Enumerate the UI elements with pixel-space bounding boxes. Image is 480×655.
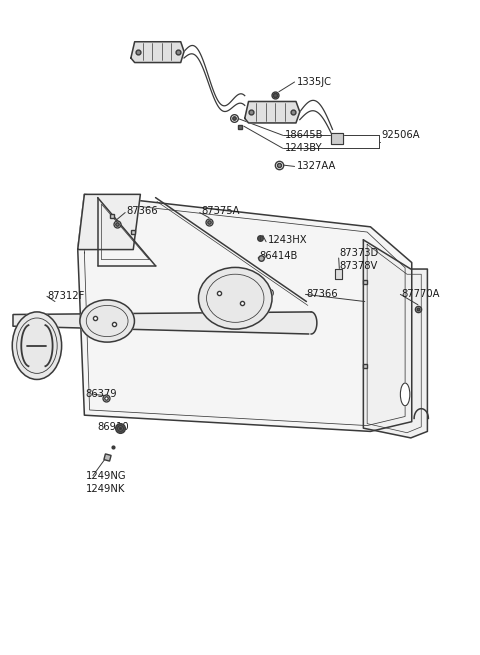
Text: 87373D: 87373D (340, 248, 379, 259)
Polygon shape (335, 269, 342, 279)
Text: 86379: 86379 (86, 389, 118, 400)
Text: 1335JC: 1335JC (297, 77, 332, 87)
Text: 87375A: 87375A (201, 206, 240, 215)
Text: 1249NG: 1249NG (86, 470, 126, 481)
Polygon shape (78, 195, 412, 432)
Text: 86414B: 86414B (259, 251, 297, 261)
Ellipse shape (400, 383, 410, 405)
Polygon shape (78, 195, 140, 250)
Text: 87378V: 87378V (340, 261, 378, 271)
Text: 1243BY: 1243BY (285, 143, 323, 153)
Text: 18645B: 18645B (285, 130, 324, 140)
Text: 1249NK: 1249NK (86, 483, 125, 494)
Circle shape (12, 312, 61, 379)
Text: 86910: 86910 (97, 422, 129, 432)
Text: 87770A: 87770A (401, 290, 440, 299)
Text: 86359: 86359 (17, 333, 48, 343)
Text: 1243HX: 1243HX (267, 235, 307, 245)
Polygon shape (331, 133, 343, 144)
Text: 87366: 87366 (126, 206, 158, 215)
Polygon shape (131, 42, 184, 62)
Polygon shape (245, 102, 300, 123)
Text: 86390A: 86390A (17, 346, 55, 356)
Text: 1327AA: 1327AA (297, 161, 336, 172)
Ellipse shape (199, 267, 272, 329)
Text: 87366: 87366 (306, 290, 338, 299)
Polygon shape (363, 240, 427, 438)
Text: 87311D: 87311D (235, 290, 275, 299)
Polygon shape (13, 312, 317, 334)
Text: 87312F: 87312F (48, 291, 85, 301)
Ellipse shape (80, 300, 134, 342)
Text: 92506A: 92506A (382, 130, 420, 140)
